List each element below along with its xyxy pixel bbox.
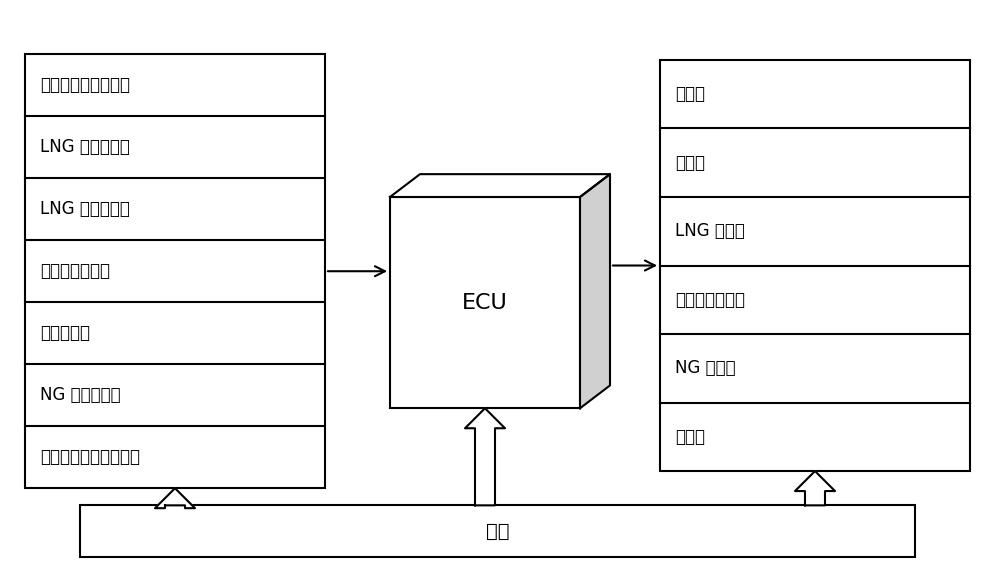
Polygon shape	[795, 471, 835, 505]
Text: 排风扇: 排风扇	[675, 428, 705, 446]
Bar	[660, 60, 970, 471]
Text: LNG 流量传感器: LNG 流量传感器	[40, 138, 130, 156]
Text: 甲烷传感器: 甲烷传感器	[40, 324, 90, 342]
Polygon shape	[465, 408, 505, 505]
Text: NG 压缩机: NG 压缩机	[675, 359, 736, 377]
Bar	[25, 54, 325, 488]
Text: LNG 液面传感器: LNG 液面传感器	[40, 200, 130, 218]
Bar	[80, 505, 915, 557]
Text: LNG 供给泵: LNG 供给泵	[675, 222, 745, 240]
Text: 传热介质三通阀: 传热介质三通阀	[675, 291, 745, 309]
Polygon shape	[580, 174, 610, 408]
Text: 传热介质温度传感器: 传热介质温度传感器	[40, 77, 130, 94]
Bar	[390, 197, 580, 408]
Text: 电源: 电源	[486, 521, 509, 541]
Text: 气包压力传感器: 气包压力传感器	[40, 262, 110, 280]
Text: 汽化器壳程气包压力传: 汽化器壳程气包压力传	[40, 448, 140, 466]
Polygon shape	[390, 174, 610, 197]
Text: NG 流量传感器: NG 流量传感器	[40, 386, 121, 404]
Text: 报警器: 报警器	[675, 85, 705, 103]
Text: 显示屏: 显示屏	[675, 154, 705, 172]
Polygon shape	[155, 488, 195, 508]
Text: ECU: ECU	[462, 292, 508, 313]
